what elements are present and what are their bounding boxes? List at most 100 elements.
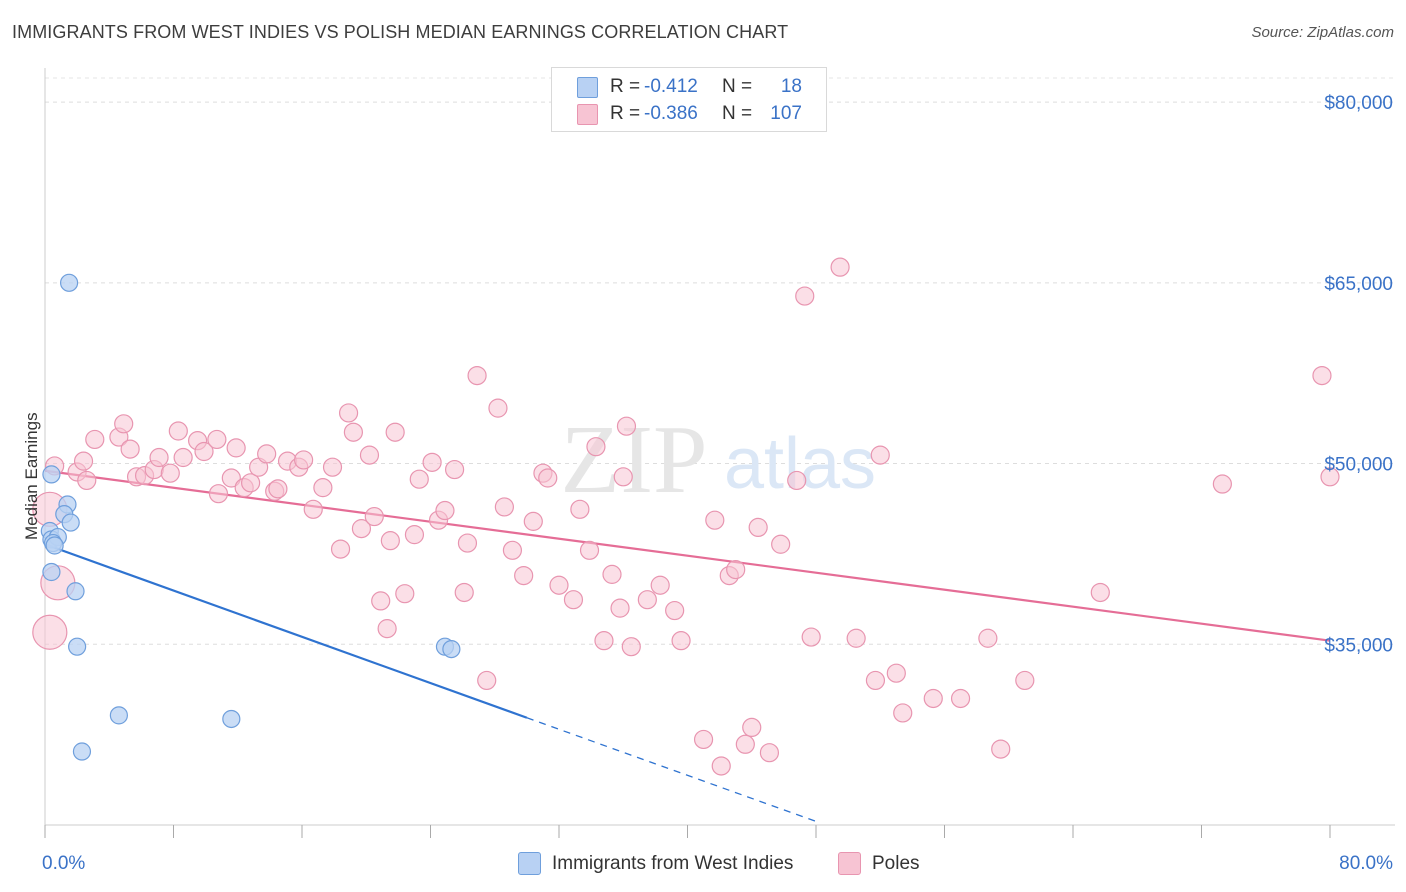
bottom-legend-poles: Poles: [838, 852, 920, 875]
point-poles: [494, 497, 514, 517]
point-poles: [705, 510, 725, 530]
point-poles: [457, 533, 478, 553]
point-poles: [613, 467, 633, 487]
point-west-indies: [222, 709, 241, 729]
point-west-indies: [72, 742, 92, 761]
point-poles: [1320, 467, 1340, 487]
trend-lines: [44, 469, 1331, 822]
bottom-legend-label-west-indies: Immigrants from West Indies: [552, 852, 794, 874]
point-poles: [488, 398, 508, 418]
point-poles: [893, 703, 913, 723]
point-poles: [409, 469, 429, 489]
point-poles: [207, 429, 227, 450]
point-poles: [637, 590, 657, 610]
point-poles: [616, 416, 637, 436]
point-poles: [477, 670, 497, 691]
legend-r-value: -0.412: [644, 76, 698, 97]
point-poles: [241, 473, 261, 493]
point-poles: [923, 688, 943, 709]
point-poles: [435, 500, 455, 521]
watermark-atlas: atlas: [724, 424, 876, 504]
point-poles: [870, 445, 890, 465]
point-poles: [579, 540, 600, 560]
legend-r-label: R =: [610, 103, 641, 124]
point-poles: [364, 506, 384, 527]
point-poles: [343, 422, 363, 442]
point-poles: [563, 590, 584, 610]
y-tick-label: $50,000: [1324, 455, 1393, 476]
x-tick-label: 0.0%: [42, 853, 85, 874]
point-west-indies: [109, 706, 128, 725]
point-poles: [120, 439, 140, 459]
legend-swatch-poles: [577, 103, 598, 125]
point-poles: [454, 582, 474, 603]
point-poles: [502, 540, 523, 560]
point-poles: [950, 688, 971, 709]
point-poles: [610, 598, 630, 618]
x-tick-label: 80.0%: [1339, 853, 1393, 874]
point-poles: [787, 470, 807, 491]
point-poles: [444, 459, 465, 480]
point-poles: [149, 447, 169, 468]
x-tick-labels: 0.0% 80.0%: [42, 853, 1393, 874]
y-tick-label: $65,000: [1324, 274, 1393, 295]
axes: [44, 68, 1395, 838]
point-poles: [303, 499, 323, 519]
point-poles: [865, 670, 886, 691]
trend-line-west-indies: [44, 543, 528, 719]
point-poles: [846, 628, 866, 648]
point-poles: [173, 447, 193, 468]
legend-row-west-indies: R = -0.412 N = 18: [552, 74, 802, 100]
source-label: Source: ZipAtlas.com: [1251, 24, 1394, 41]
point-west-indies: [66, 582, 85, 601]
bottom-legend-swatch-west-indies: [518, 852, 541, 875]
point-poles: [1212, 474, 1232, 494]
point-poles: [467, 365, 487, 386]
point-west-indies: [59, 273, 79, 292]
point-poles: [385, 422, 405, 442]
point-poles: [693, 729, 714, 750]
point-poles: [32, 614, 68, 650]
point-poles: [991, 739, 1011, 759]
point-poles: [313, 478, 333, 498]
point-poles: [226, 438, 246, 458]
point-poles: [771, 534, 791, 554]
point-poles: [735, 734, 755, 754]
point-poles: [371, 591, 391, 611]
point-poles: [359, 445, 380, 465]
legend-n-label: N =: [722, 76, 753, 97]
point-poles: [621, 637, 641, 657]
point-poles: [1090, 582, 1110, 603]
bottom-legend-swatch-poles: [838, 852, 861, 875]
legend-r-value: -0.386: [644, 103, 698, 124]
point-poles: [257, 444, 277, 464]
point-poles: [602, 564, 622, 584]
trend-line-west-indies-extension: [526, 717, 817, 822]
point-poles: [671, 631, 691, 651]
point-poles: [377, 619, 397, 639]
y-tick-labels: $35,000 $50,000 $65,000 $80,000: [1324, 93, 1393, 656]
point-poles: [330, 539, 351, 559]
point-poles: [77, 470, 97, 491]
point-poles: [380, 531, 400, 551]
chart-title: IMMIGRANTS FROM WEST INDIES VS POLISH ME…: [12, 22, 789, 42]
point-poles: [538, 468, 558, 488]
y-tick-label: $35,000: [1324, 635, 1393, 656]
point-poles: [830, 257, 850, 277]
point-poles: [726, 559, 746, 580]
point-poles: [886, 663, 906, 683]
point-poles: [549, 575, 569, 595]
legend-r-label: R =: [610, 76, 641, 97]
point-poles: [194, 441, 214, 462]
point-poles: [338, 403, 359, 423]
point-poles: [742, 717, 762, 738]
bottom-legend-label-poles: Poles: [872, 852, 920, 874]
point-poles: [1015, 670, 1035, 691]
trend-line-poles: [44, 469, 1331, 642]
legend: R = -0.412 N = 18 R = -0.386 N = 107: [551, 67, 827, 132]
point-poles: [748, 517, 768, 538]
point-poles: [294, 450, 314, 470]
legend-n-value: 18: [780, 76, 802, 97]
point-poles: [594, 631, 614, 651]
bottom-legend: Immigrants from West Indies Poles: [0, 852, 1406, 878]
